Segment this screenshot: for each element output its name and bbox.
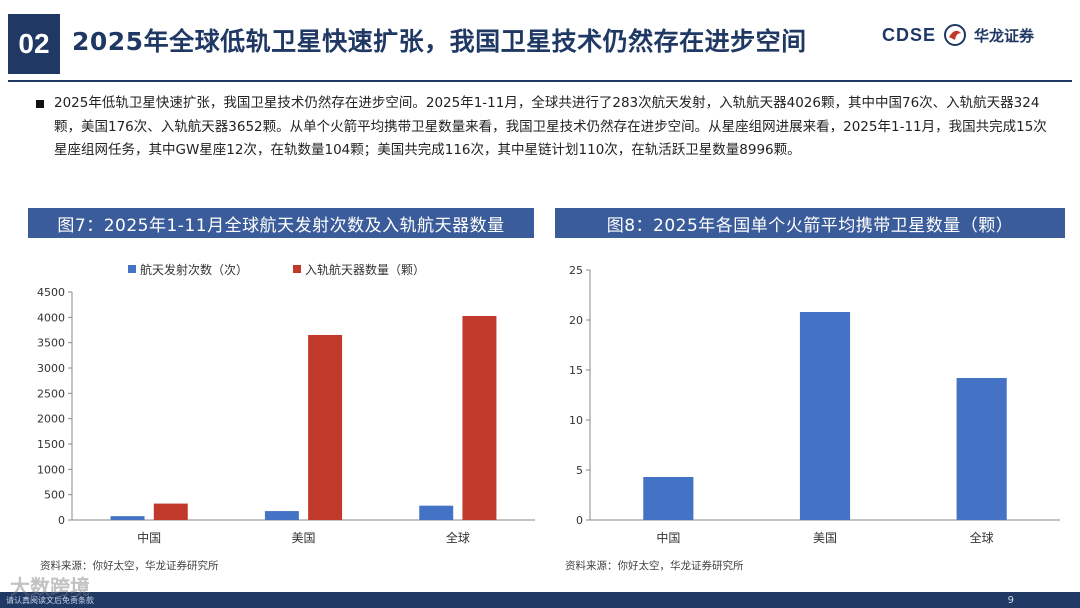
y-tick-label: 4500: [37, 286, 65, 299]
y-tick-label: 0: [58, 514, 65, 527]
bar: [308, 334, 343, 520]
bar: [462, 316, 497, 520]
y-tick-label: 4000: [37, 311, 65, 324]
logo-cn-text: 华龙证券: [973, 26, 1034, 45]
legend-label: 航天发射次数（次）: [140, 262, 248, 277]
y-tick-label: 1500: [37, 438, 65, 451]
y-tick-label: 2500: [37, 387, 65, 400]
watermark: 大数跨境: [10, 575, 90, 599]
section-number: 02: [8, 14, 60, 74]
legend-swatch: [293, 265, 301, 273]
footer-bar: [0, 592, 1080, 608]
header-divider: [8, 80, 1072, 82]
y-tick-label: 0: [576, 514, 583, 527]
x-tick-label: 中国: [137, 530, 161, 545]
y-tick-label: 10: [569, 414, 583, 427]
disclaimer-text: 请认真阅读文后免责条款: [6, 596, 94, 605]
bar: [643, 477, 694, 520]
y-tick-label: 2000: [37, 413, 65, 426]
y-tick-label: 3500: [37, 337, 65, 350]
x-tick-label: 美国: [813, 531, 837, 545]
fig8-title: 图8：2025年各国单个火箭平均携带卫星数量（颗）: [555, 208, 1065, 238]
x-tick-label: 美国: [291, 531, 315, 545]
logo-cdse-text: CDSE: [881, 24, 936, 45]
bar: [153, 503, 188, 520]
dragon-logo-icon: [943, 24, 966, 46]
x-tick-label: 全球: [446, 530, 470, 545]
page-number: 9: [1007, 595, 1014, 606]
fig7-source: 资料来源：你好太空，华龙证券研究所: [40, 560, 219, 572]
y-tick-label: 20: [569, 314, 583, 327]
y-tick-label: 15: [569, 364, 583, 377]
y-tick-label: 25: [569, 264, 583, 277]
bar: [110, 516, 145, 520]
fig7-title: 图7：2025年1-11月全球航天发射次数及入轨航天器数量: [28, 208, 534, 238]
x-tick-label: 全球: [970, 530, 994, 545]
y-tick-label: 1000: [37, 463, 65, 476]
legend-swatch: [128, 265, 136, 273]
bar: [264, 511, 299, 520]
y-tick-label: 5: [576, 464, 583, 477]
bar: [956, 378, 1007, 520]
y-tick-label: 3000: [37, 362, 65, 375]
summary-paragraph: 2025年低轨卫星快速扩张，我国卫星技术仍然存在进步空间。2025年1-11月，…: [54, 95, 1047, 158]
x-tick-label: 中国: [656, 530, 680, 545]
y-tick-label: 500: [44, 489, 65, 502]
bar: [799, 312, 851, 520]
company-logo: CDSE 华龙证券: [882, 24, 1034, 46]
fig8-source: 资料来源：你好太空，华龙证券研究所: [565, 560, 744, 572]
page-title: 2025年全球低轨卫星快速扩张，我国卫星技术仍然存在进步空间: [72, 27, 807, 56]
bar: [419, 505, 454, 520]
legend-label: 入轨航天器数量（颗）: [305, 262, 425, 277]
bullet-marker: [36, 100, 44, 108]
